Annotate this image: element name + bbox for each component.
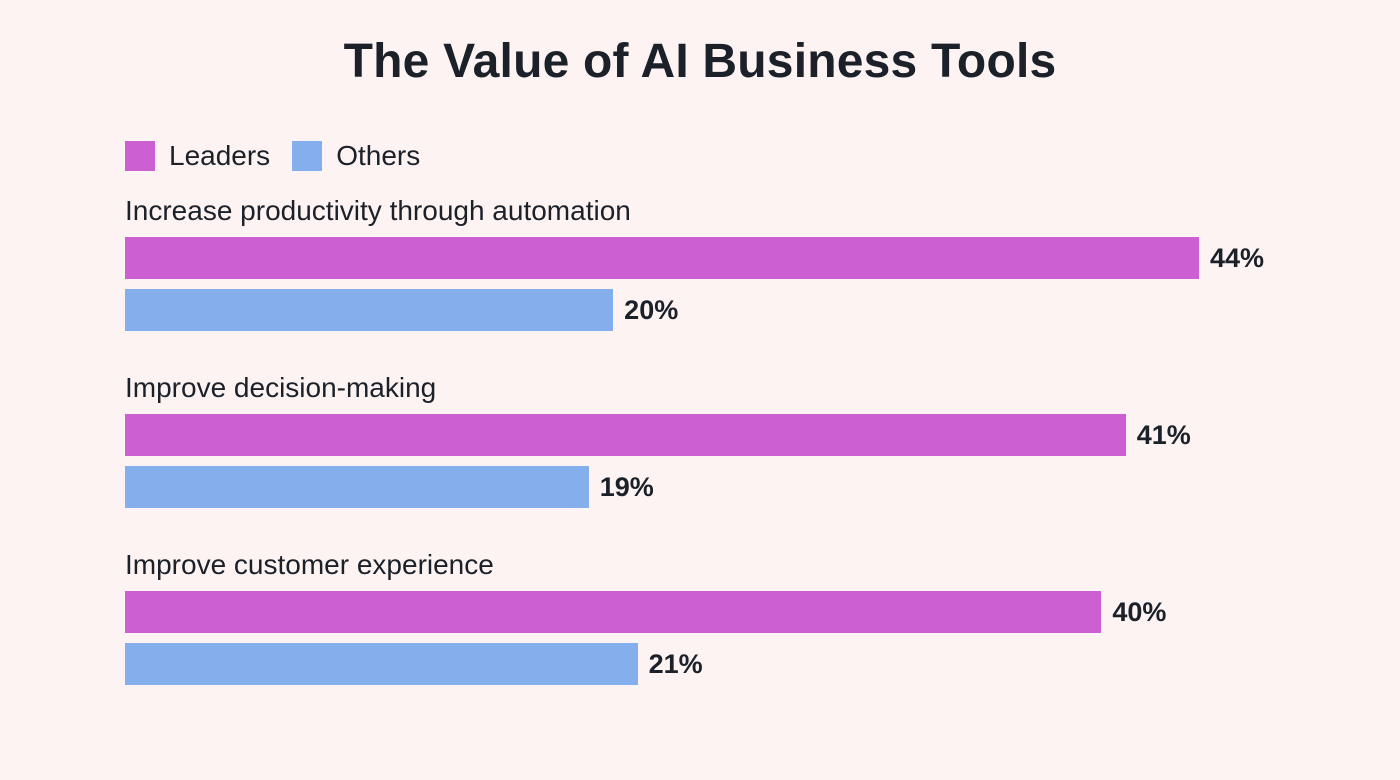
legend-swatch-leaders xyxy=(125,141,155,171)
bar-others xyxy=(125,289,614,331)
bar-others xyxy=(125,643,638,685)
legend-label-leaders: Leaders xyxy=(169,140,271,171)
bar-leaders xyxy=(125,237,1199,279)
bar-leaders xyxy=(125,591,1102,633)
chart-title: The Value of AI Business Tools xyxy=(343,35,1057,88)
category-label: Improve customer experience xyxy=(125,549,494,580)
bar-others xyxy=(125,466,589,508)
data-label-others: 20% xyxy=(624,295,679,325)
data-label-others: 21% xyxy=(648,649,703,679)
legend: Leaders Others xyxy=(125,140,442,172)
category-label: Increase productivity through automation xyxy=(125,195,631,226)
data-label-others: 19% xyxy=(599,472,654,502)
data-label-leaders: 40% xyxy=(1112,597,1167,627)
legend-item-leaders: Leaders xyxy=(125,140,270,172)
legend-swatch-others xyxy=(292,141,323,171)
bar-leaders xyxy=(125,414,1126,456)
data-label-leaders: 41% xyxy=(1136,420,1191,450)
data-label-leaders: 44% xyxy=(1210,243,1265,273)
category-label: Improve decision-making xyxy=(125,372,437,403)
legend-label-others: Others xyxy=(336,140,421,171)
legend-item-others: Others xyxy=(292,140,420,172)
